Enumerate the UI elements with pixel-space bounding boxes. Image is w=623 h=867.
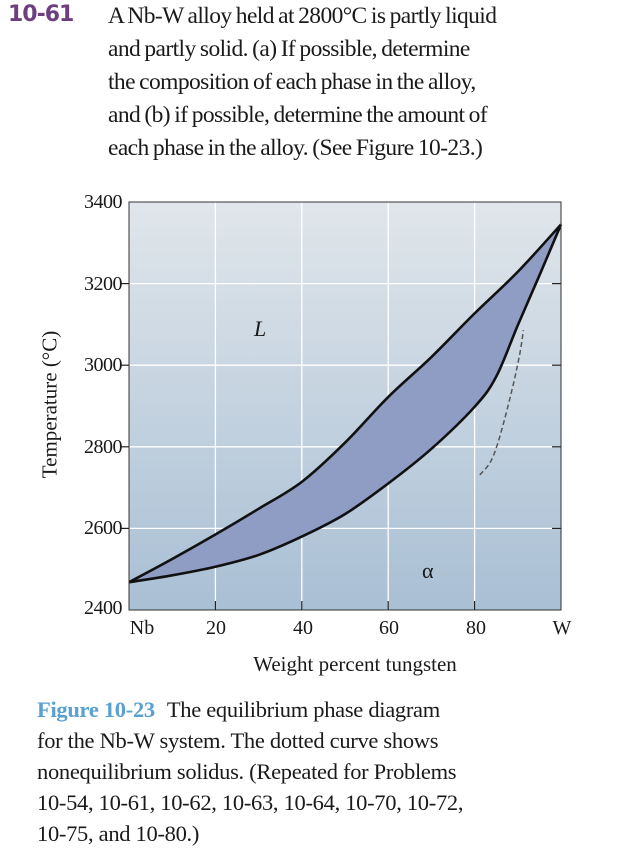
caption-line: 10-75, and 10-80.) [37,821,200,846]
y-tick-label: 3200 [84,273,123,295]
figure-label: Figure 10-23 [37,697,155,722]
caption-line: nonequilibrium solidus. (Repeated for Pr… [37,759,457,784]
y-tick-label: 3400 [84,191,123,213]
problem-text: A Nb-W alloy held at 2800°C is partly li… [108,0,608,165]
y-axis-label: Temperature (°C) [37,330,62,479]
problem-line: each phase in the alloy. (See Figure 10-… [108,135,483,161]
x-axis-label: Weight percent tungsten [253,652,457,676]
y-tick-label: 2800 [84,436,123,458]
problem-line: the composition of each phase in the all… [108,69,476,95]
region-label-alpha: α [422,558,434,583]
problem-line: A Nb-W alloy held at 2800°C is partly li… [108,3,497,29]
solidus-curve [128,223,563,584]
x-tick-label: Nb [129,617,155,639]
x-tick-label: W [552,617,572,639]
y-tick-label: 2600 [84,517,123,539]
problem-line: and (b) if possible, determine the amoun… [108,102,488,128]
nonequilibrium-solidus-curve [479,329,525,476]
x-tick-label: 20 [206,617,226,639]
problem-line: and partly solid. (a) If possible, deter… [108,36,470,62]
caption-line: The equilibrium phase diagram [166,697,440,722]
y-tick-label: 3000 [84,354,123,376]
caption-line: for the Nb-W system. The dotted curve sh… [37,728,439,753]
plot-frame [128,201,562,611]
region-label-liquid: L [254,316,267,341]
problem-number: 10-61 [8,2,74,27]
x-tick-label: 80 [466,617,486,639]
two-phase-region [129,224,561,583]
x-tick-label: 60 [379,617,399,639]
figure-caption: Figure 10-23 The equilibrium phase diagra… [37,694,617,849]
y-tick-label: 2400 [84,597,123,619]
caption-line: 10-54, 10-61, 10-62, 10-63, 10-64, 10-70… [37,790,464,815]
x-tick-label: 40 [293,617,313,639]
liquidus-curve [128,223,562,584]
